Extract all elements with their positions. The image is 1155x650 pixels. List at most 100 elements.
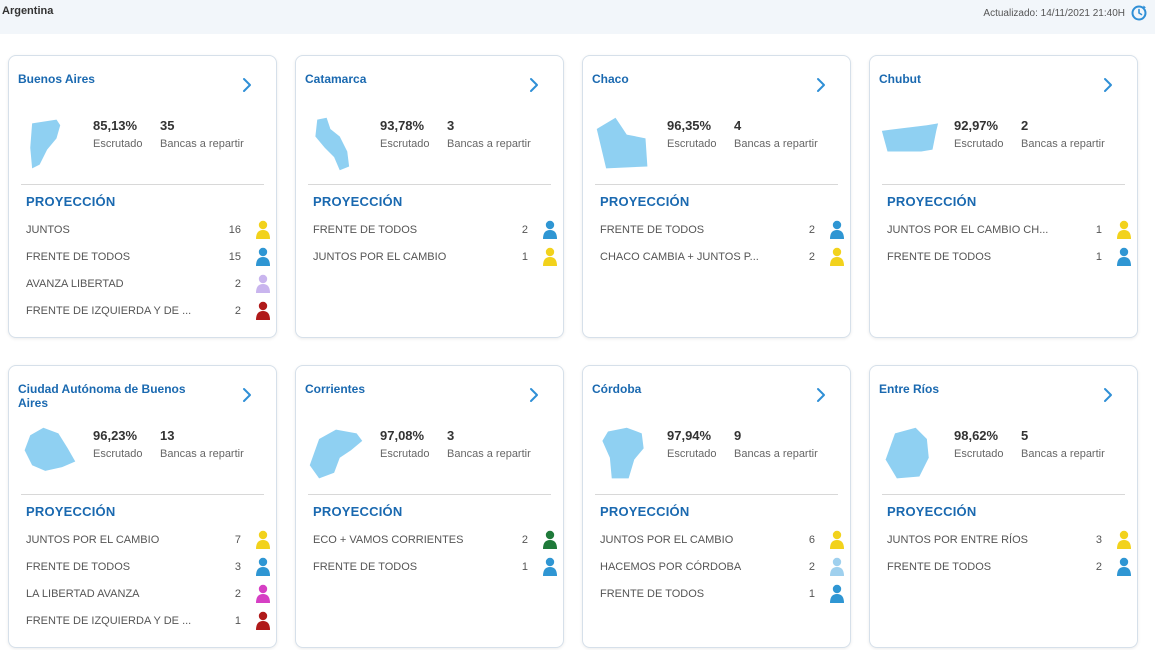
party-seats: 16	[228, 224, 241, 236]
province-card[interactable]: Chubut 92,97% Escrutado 2 Bancas a repartir P…	[869, 55, 1138, 338]
scrutiny-percentage: 97,08%	[380, 428, 425, 443]
province-card[interactable]: Buenos Aires 85,13% Escrutado 35 Bancas a re…	[8, 55, 277, 338]
party-row[interactable]: FRENTE DE TODOS 1	[313, 557, 558, 579]
person-icon	[1116, 247, 1132, 267]
party-seats: 2	[808, 561, 815, 573]
header-bar: Argentina Actualizado: 14/11/2021 21:40H	[0, 0, 1155, 34]
party-row[interactable]: JUNTOS POR EL CAMBIO CH... 1	[887, 220, 1132, 242]
party-name: CHACO CAMBIA + JUNTOS P...	[600, 251, 759, 263]
refresh-icon[interactable]	[1129, 2, 1149, 22]
seats-label: Bancas a repartir	[1021, 448, 1105, 460]
party-seats: 2	[808, 251, 815, 263]
province-name[interactable]: Catamarca	[305, 72, 367, 86]
party-row[interactable]: JUNTOS POR EL CAMBIO 7	[26, 530, 271, 552]
seats-count: 3	[447, 118, 455, 133]
party-seats: 1	[808, 588, 815, 600]
scrutiny-label: Escrutado	[93, 448, 143, 460]
person-icon	[542, 247, 558, 267]
seats-count: 13	[160, 428, 175, 443]
chevron-right-icon[interactable]	[813, 76, 829, 94]
party-row[interactable]: JUNTOS POR EL CAMBIO 1	[313, 247, 558, 269]
scrutiny-percentage: 98,62%	[954, 428, 999, 443]
party-name: JUNTOS POR EL CAMBIO	[600, 534, 734, 546]
party-seats: 3	[234, 561, 241, 573]
projection-heading: PROYECCIÓN	[600, 504, 690, 519]
party-row[interactable]: HACEMOS POR CÓRDOBA 2	[600, 557, 845, 579]
seats-label: Bancas a repartir	[1021, 138, 1105, 150]
party-seats: 2	[234, 305, 241, 317]
party-row[interactable]: JUNTOS POR EL CAMBIO 6	[600, 530, 845, 552]
person-icon	[1116, 557, 1132, 577]
seats-label: Bancas a repartir	[447, 138, 531, 150]
party-row[interactable]: FRENTE DE TODOS 15	[26, 247, 271, 269]
chevron-right-icon[interactable]	[239, 76, 255, 94]
province-name[interactable]: Corrientes	[305, 382, 366, 396]
province-card[interactable]: Catamarca 93,78% Escrutado 3 Bancas a repart…	[295, 55, 564, 338]
province-card[interactable]: Entre Ríos 98,62% Escrutado 5 Bancas a repar…	[869, 365, 1138, 648]
chevron-right-icon[interactable]	[813, 386, 829, 404]
person-icon	[1116, 220, 1132, 240]
province-map-icon	[24, 427, 76, 471]
party-name: JUNTOS POR ENTRE RÍOS	[887, 534, 1028, 546]
party-row[interactable]: FRENTE DE TODOS 2	[313, 220, 558, 242]
party-name: HACEMOS POR CÓRDOBA	[600, 561, 742, 573]
party-name: LA LIBERTAD AVANZA	[26, 588, 140, 600]
seats-count: 35	[160, 118, 175, 133]
province-map-icon	[309, 429, 363, 479]
party-name: FRENTE DE TODOS	[887, 251, 992, 263]
province-name[interactable]: Córdoba	[592, 382, 642, 396]
chevron-right-icon[interactable]	[1100, 76, 1116, 94]
divider	[882, 494, 1125, 495]
province-name[interactable]: Entre Ríos	[879, 382, 940, 396]
party-row[interactable]: AVANZA LIBERTAD 2	[26, 274, 271, 296]
party-row[interactable]: CHACO CAMBIA + JUNTOS P... 2	[600, 247, 845, 269]
province-card[interactable]: Chaco 96,35% Escrutado 4 Bancas a repartir PR…	[582, 55, 851, 338]
person-icon	[255, 584, 271, 604]
party-seats: 1	[234, 615, 241, 627]
party-name: FRENTE DE TODOS	[600, 588, 705, 600]
party-row[interactable]: FRENTE DE TODOS 1	[887, 247, 1132, 269]
scrutiny-label: Escrutado	[954, 448, 1004, 460]
person-icon	[1116, 530, 1132, 550]
person-icon	[829, 557, 845, 577]
person-icon	[542, 530, 558, 550]
province-name[interactable]: Ciudad Autónoma de Buenos Aires	[18, 382, 186, 410]
province-name[interactable]: Chubut	[879, 72, 921, 86]
province-card[interactable]: Córdoba 97,94% Escrutado 9 Bancas a repartir…	[582, 365, 851, 648]
party-row[interactable]: JUNTOS 16	[26, 220, 271, 242]
party-row[interactable]: FRENTE DE IZQUIERDA Y DE ... 1	[26, 611, 271, 633]
scrutiny-percentage: 96,35%	[667, 118, 712, 133]
chevron-right-icon[interactable]	[526, 386, 542, 404]
divider	[595, 494, 838, 495]
province-card[interactable]: Corrientes 97,08% Escrutado 3 Bancas a repar…	[295, 365, 564, 648]
party-row[interactable]: JUNTOS POR ENTRE RÍOS 3	[887, 530, 1132, 552]
scrutiny-label: Escrutado	[667, 138, 717, 150]
party-name: JUNTOS	[26, 224, 70, 236]
person-icon	[829, 247, 845, 267]
province-card[interactable]: Ciudad Autónoma de Buenos Aires 96,23% Esc…	[8, 365, 277, 648]
party-row[interactable]: ECO + VAMOS CORRIENTES 2	[313, 530, 558, 552]
province-map-icon	[315, 117, 350, 171]
province-map-icon	[602, 427, 644, 479]
party-name: FRENTE DE TODOS	[600, 224, 705, 236]
seats-label: Bancas a repartir	[160, 138, 244, 150]
chevron-right-icon[interactable]	[239, 386, 255, 404]
party-row[interactable]: LA LIBERTAD AVANZA 2	[26, 584, 271, 606]
party-row[interactable]: FRENTE DE IZQUIERDA Y DE ... 2	[26, 301, 271, 323]
party-seats: 6	[808, 534, 815, 546]
party-name: FRENTE DE TODOS	[26, 251, 131, 263]
party-row[interactable]: FRENTE DE TODOS 2	[600, 220, 845, 242]
party-row[interactable]: FRENTE DE TODOS 2	[887, 557, 1132, 579]
party-name: FRENTE DE IZQUIERDA Y DE ...	[26, 615, 192, 627]
province-map-icon	[30, 119, 61, 169]
party-row[interactable]: FRENTE DE TODOS 1	[600, 584, 845, 606]
chevron-right-icon[interactable]	[1100, 386, 1116, 404]
province-name[interactable]: Buenos Aires	[18, 72, 95, 86]
province-name[interactable]: Chaco	[592, 72, 629, 86]
projection-heading: PROYECCIÓN	[26, 504, 116, 519]
scrutiny-percentage: 96,23%	[93, 428, 138, 443]
party-row[interactable]: FRENTE DE TODOS 3	[26, 557, 271, 579]
projection-heading: PROYECCIÓN	[887, 194, 977, 209]
party-seats: 2	[234, 278, 241, 290]
chevron-right-icon[interactable]	[526, 76, 542, 94]
